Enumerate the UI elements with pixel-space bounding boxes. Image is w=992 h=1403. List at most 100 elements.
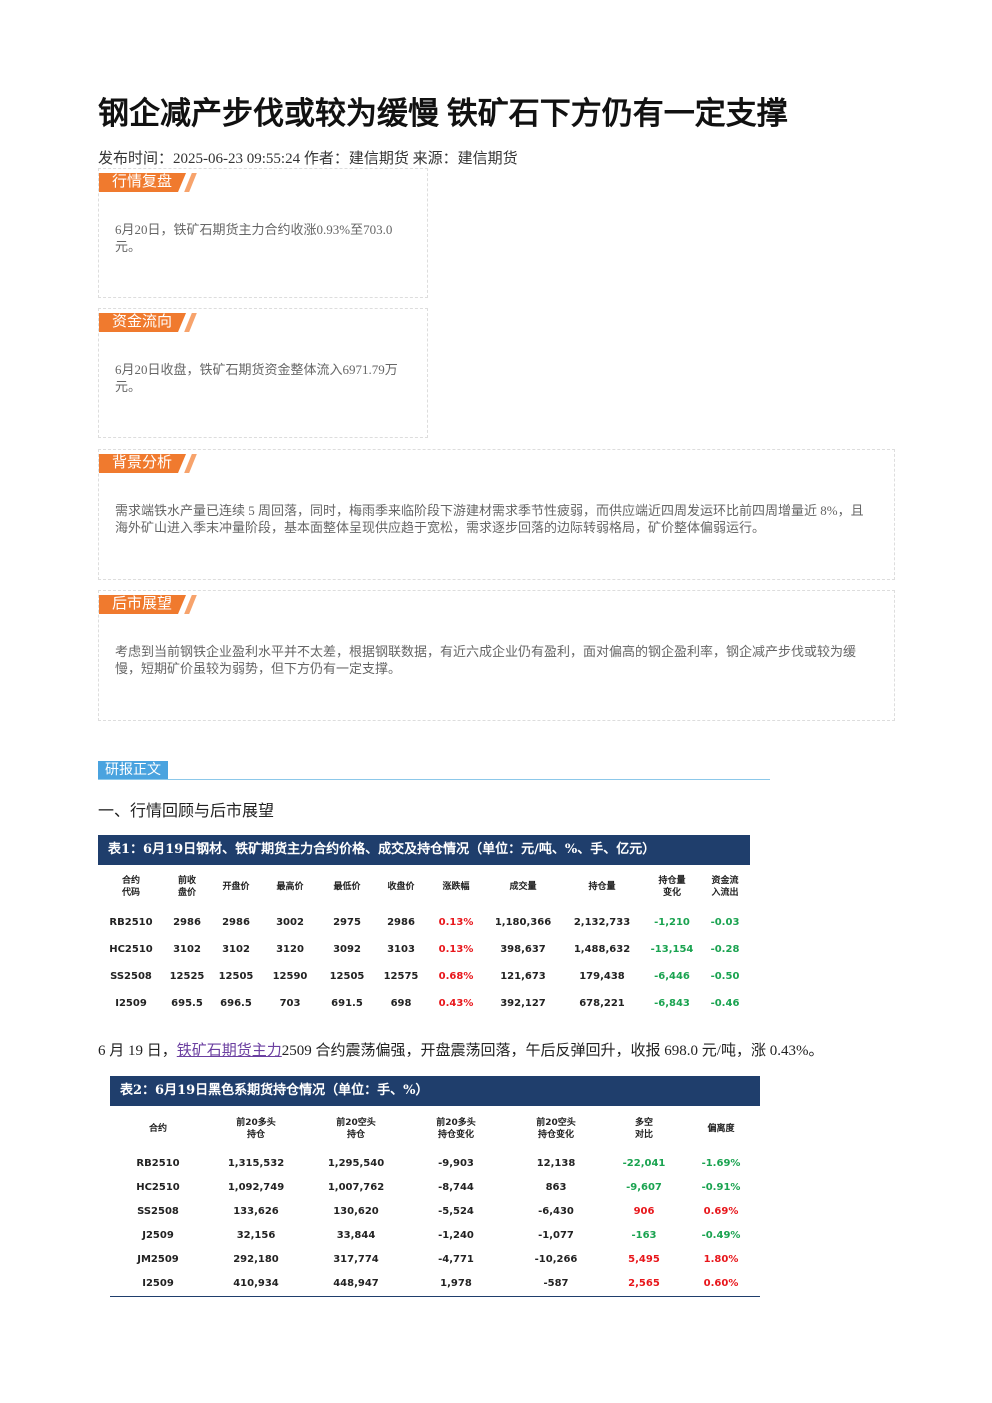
cell: 3002	[276, 916, 304, 928]
text: 6 月 19 日，	[98, 1043, 177, 1059]
cell: 12525	[169, 970, 205, 982]
cell: 133,626	[233, 1206, 279, 1217]
cell: 3103	[387, 943, 415, 955]
table-2: 表2：6月19日黑色系期货持仓情况（单位：手、%） 合约 前20多头 持仓 前20空头…	[110, 1076, 760, 1297]
cell: 5,495	[628, 1254, 660, 1265]
cell: JM2509	[137, 1254, 179, 1265]
header-cell: 前20多头 持仓变化	[436, 1118, 476, 1140]
cell: 0.69%	[703, 1206, 739, 1217]
cell: 0.13%	[438, 916, 474, 928]
cell: 1,007,762	[327, 1182, 385, 1193]
section-text: 6月20日收盘，铁矿石期货资金整体流入6971.79万元。	[115, 362, 398, 394]
header-cell: 合约 代码	[121, 876, 140, 898]
cell: I2509	[142, 1278, 174, 1289]
cell: -1,240	[438, 1230, 474, 1241]
cell: -0.46	[710, 997, 740, 1009]
cell: 906	[633, 1206, 655, 1217]
row: RB2510 2986 2986 3002 2975 2986 0.13% 1,180,366…	[98, 909, 750, 936]
heading: 一、行情回顾与后市展望	[98, 803, 275, 820]
header-cell: 前20空头 持仓	[336, 1118, 376, 1140]
label-stripe	[184, 173, 197, 192]
label-stripe	[184, 313, 197, 332]
cell: -10,266	[534, 1254, 578, 1265]
section-box: 行情复盘 6月20日，铁矿石期货主力合约收涨0.93%至703.0元。	[98, 168, 428, 298]
cell: -6,430	[538, 1206, 574, 1217]
label-stripe	[184, 595, 197, 614]
section-label: 后市展望	[99, 595, 186, 614]
cell: RB2510	[109, 916, 153, 928]
cell: 2986	[173, 916, 201, 928]
header-cell: 开盘价	[222, 882, 250, 892]
cell: I2509	[115, 997, 147, 1009]
cell: -0.50	[710, 970, 740, 982]
meta: 发布时间：2025-06-23 09:55:24 作者：建信期货 来源：建信期货	[98, 151, 518, 167]
section-label: 行情复盘	[99, 173, 186, 192]
cell: -9,903	[438, 1158, 474, 1169]
cell: -1,210	[654, 916, 690, 928]
cell: -9,607	[626, 1182, 662, 1193]
section-box: 背景分析需求端铁水产量已连续 5 周回落，同时，梅雨季来临阶段下游建材需求季节性…	[98, 449, 895, 580]
section-box: 资金流向 6月20日收盘，铁矿石期货资金整体流入6971.79万元。	[98, 308, 428, 438]
cell: 691.5	[331, 997, 363, 1009]
header-cell: 前20多头 持仓	[236, 1118, 276, 1140]
cell: -0.91%	[701, 1182, 741, 1193]
cell: HC2510	[136, 1182, 180, 1193]
table: 合约 代码 前收 盘价 开盘价 最高价 最低价 收盘价 涨跌幅 成交量 持仓量 持仓量 变化 资金流…	[98, 865, 750, 1017]
cell: -8,744	[438, 1182, 474, 1193]
cell: 392,127	[500, 997, 546, 1009]
header-cell: 持仓量 变化	[658, 876, 686, 898]
table-1: 表1：6月19日钢材、铁矿期货主力合约价格、成交及持仓情况（单位：元/吨、%、手…	[98, 835, 750, 1017]
cell: 2986	[387, 916, 415, 928]
section-label: 背景分析	[99, 454, 186, 473]
row: SS2508 133,626 130,620 -5,524 -6,430 906 0.69%	[110, 1200, 760, 1224]
cell: 1,488,632	[573, 943, 631, 955]
header-cell: 资金流 入流出	[711, 876, 739, 898]
header-row: 合约 前20多头 持仓 前20空头 持仓 前20多头 持仓变化 前20空头 持仓变化 多空…	[110, 1106, 760, 1152]
cell: -22,041	[622, 1158, 666, 1169]
cell: 317,774	[333, 1254, 379, 1265]
cell: 12590	[272, 970, 308, 982]
cell: 3120	[276, 943, 304, 955]
row: JM2509 292,180 317,774 -4,771 -10,266 5,495 1.…	[110, 1248, 760, 1272]
cell: 2,132,733	[573, 916, 631, 928]
row: J2509 32,156 33,844 -1,240 -1,077 -163 -0.49%	[110, 1224, 760, 1248]
cell: 0.13%	[438, 943, 474, 955]
section-text: 考虑到当前钢铁企业盈利水平并不太差，根据钢联数据，有近六成企业仍有盈利，面对偏高…	[115, 644, 857, 676]
cell: -6,446	[654, 970, 690, 982]
header-cell: 涨跌幅	[442, 882, 470, 892]
cell: 1.80%	[703, 1254, 739, 1265]
cell: 130,620	[333, 1206, 379, 1217]
cell: 695.5	[171, 997, 203, 1009]
cell: 1,092,749	[227, 1182, 285, 1193]
cell: 2986	[222, 916, 250, 928]
cell: 863	[545, 1182, 567, 1193]
cell: J2509	[142, 1230, 174, 1241]
cell: 703	[279, 997, 301, 1009]
cell: 696.5	[220, 997, 252, 1009]
cell: 698	[390, 997, 412, 1009]
cell: 0.68%	[438, 970, 474, 982]
cell: 2975	[333, 916, 361, 928]
cell: 3092	[333, 943, 361, 955]
cell: 33,844	[336, 1230, 376, 1241]
row: I2509 410,934 448,947 1,978 -587 2,565 0.60%	[110, 1272, 760, 1296]
row: HC2510 1,092,749 1,007,762 -8,744 863 -9,607 -…	[110, 1176, 760, 1200]
table-caption: 表2：6月19日黑色系期货持仓情况（单位：手、%）	[110, 1076, 760, 1106]
cell: -1.69%	[701, 1158, 741, 1169]
cell: -0.49%	[701, 1230, 741, 1241]
header-cell: 成交量	[509, 882, 537, 892]
header-cell: 收盘价	[387, 882, 415, 892]
cell: 678,221	[579, 997, 625, 1009]
section-text: 需求端铁水产量已连续 5 周回落，同时，梅雨季来临阶段下游建材需求季节性疲弱，而…	[115, 503, 864, 535]
table: 合约 前20多头 持仓 前20空头 持仓 前20多头 持仓变化 前20空头 持仓变化 多空…	[110, 1106, 760, 1296]
cell: 12,138	[536, 1158, 576, 1169]
cell: -0.03	[710, 916, 740, 928]
cell: 121,673	[500, 970, 546, 982]
cell: 32,156	[236, 1230, 276, 1241]
cell: 179,438	[579, 970, 625, 982]
link[interactable]: 铁矿石期货主力	[176, 1043, 282, 1059]
cell: 12505	[329, 970, 365, 982]
cell: 0.60%	[703, 1278, 739, 1289]
cell: 410,934	[233, 1278, 279, 1289]
